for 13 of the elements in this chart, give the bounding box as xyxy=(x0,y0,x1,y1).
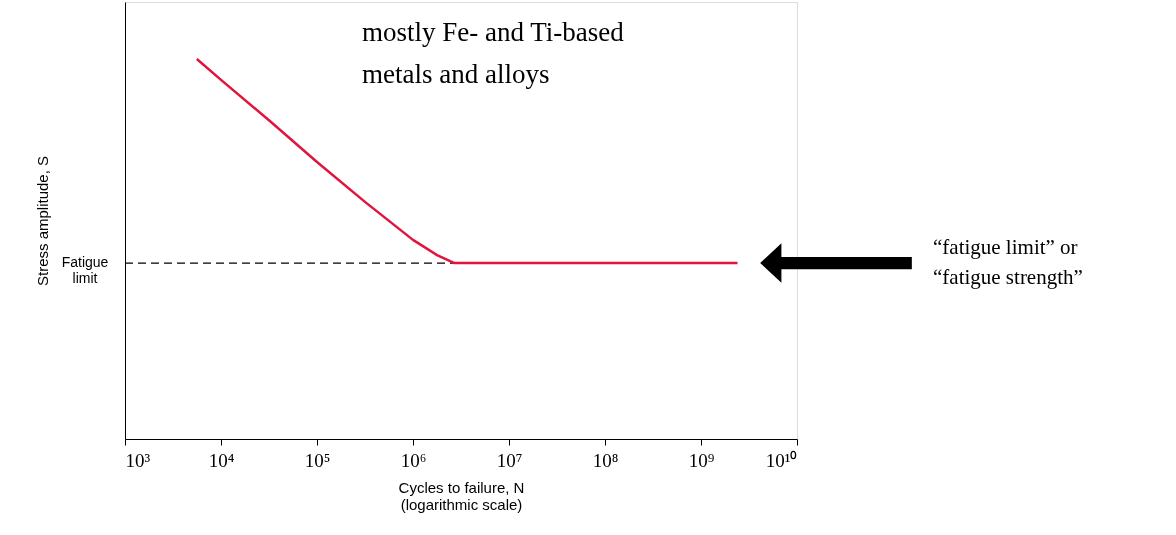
x-tick-label: 10⁷ xyxy=(496,449,523,471)
annotation: mostly Fe- and Ti-based metals and alloys xyxy=(362,17,625,89)
x-tick-label: 10⁸ xyxy=(592,449,619,471)
x-axis-title: Cycles to failure, N (logarithmic scale) xyxy=(398,478,525,513)
x-tick-label: 10⁴ xyxy=(208,449,235,471)
x-tick-label: 10⁶ xyxy=(400,449,427,471)
x-tick-label: 10³ xyxy=(125,449,151,471)
x-tick-label: 10⁵ xyxy=(304,449,331,471)
x-tick-label: 10⁹ xyxy=(688,449,715,471)
x-tick-label: 10¹⁰ xyxy=(765,449,798,471)
text: “fatigue limit” or “fatigue strength” xyxy=(933,235,1083,289)
y-axis-title: Stress amplitude, S xyxy=(33,155,51,287)
ref-line-label: Fatigue limit xyxy=(61,254,109,287)
